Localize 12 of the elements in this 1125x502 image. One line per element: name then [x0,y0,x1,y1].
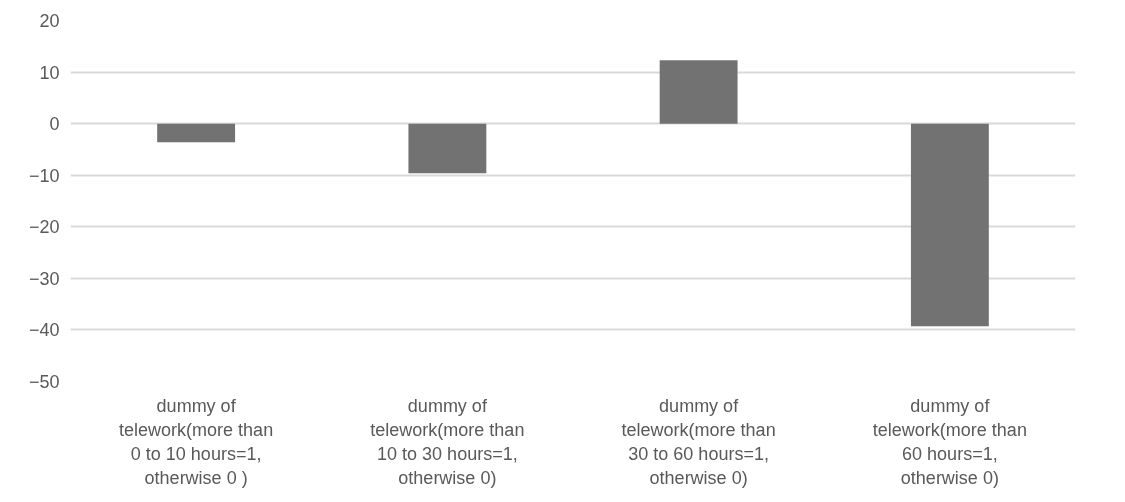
y-tick-label: 0 [49,114,60,135]
y-tick-label: −20 [28,217,60,238]
y-tick-label: −30 [28,268,60,289]
x-tick-label: dummy of telework(more than 30 to 60 hours=1, otherwise 0) [621,395,776,488]
y-tick-label: −50 [28,372,60,392]
y-tick-label: −40 [28,320,60,341]
x-tick-label: dummy of telework(more than 10 to 30 hours=1, otherwise 0) [370,395,525,488]
x-tick-label: dummy of telework(more than 60 hours=1, otherwise 0) [872,395,1027,488]
x-tick-label: dummy of telework(more than 0 to 10 hours=1, otherwise 0 ) [119,395,274,488]
y-tick-label: 20 [39,11,60,31]
y-tick-label: 10 [39,62,60,83]
y-tick-label: −10 [28,165,60,186]
